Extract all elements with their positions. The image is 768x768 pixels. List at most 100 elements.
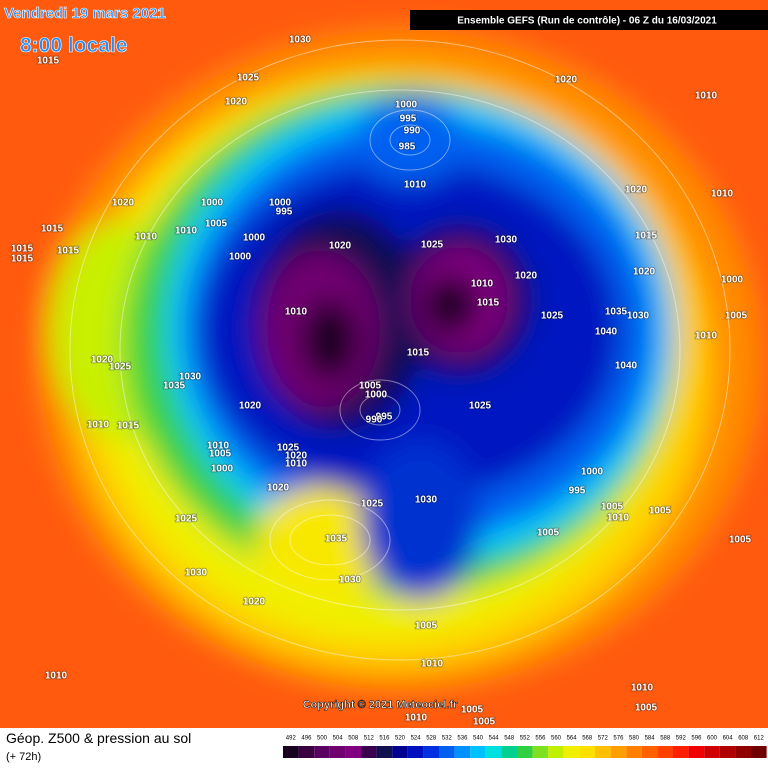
isobar-label: 1020 — [243, 597, 266, 608]
isobar-label: 1010 — [421, 659, 444, 670]
isobar-label: 1015 — [11, 254, 34, 265]
isobar-label: 1015 — [37, 56, 60, 67]
isobar-label: 990 — [366, 415, 383, 426]
isobar-label: 990 — [404, 126, 421, 137]
scale-swatch — [719, 746, 736, 758]
isobar-label: 1010 — [405, 713, 428, 724]
scale-label: 612 — [754, 736, 765, 742]
color-scale: 492 496 500 504 508 512 516 520 524 528 532 536 540 5… — [283, 736, 767, 758]
scale-label: 608 — [738, 736, 749, 742]
scale-label: 492 — [286, 736, 297, 742]
scale-swatch — [641, 746, 658, 758]
isobar-label: 1020 — [555, 75, 578, 86]
isobar-label: 1005 — [725, 311, 748, 322]
isobar-label: 1010 — [45, 671, 68, 682]
isobar-label: 1010 — [695, 91, 718, 102]
isobar-label: 1010 — [607, 513, 630, 524]
scale-label: 588 — [660, 736, 671, 742]
isobar-label: 1005 — [601, 502, 624, 513]
isobar-label: 1005 — [473, 717, 496, 728]
scale-swatch — [626, 746, 642, 758]
scale-swatch — [532, 746, 549, 758]
scale-swatch — [579, 746, 595, 758]
isobar-label: 1015 — [117, 421, 140, 432]
scale-label: 564 — [567, 736, 578, 742]
scale-label: 548 — [504, 736, 515, 742]
scale-swatch — [423, 746, 439, 758]
isobar-label: 995 — [276, 207, 293, 218]
isobar-label: 1030 — [415, 495, 438, 506]
isobar-label: 995 — [376, 412, 393, 423]
isobar-label: 1005 — [415, 621, 438, 632]
isobar-label: 1020 — [112, 198, 135, 209]
scale-label: 560 — [551, 736, 562, 742]
scale-swatch — [673, 746, 689, 758]
footer-title: Géop. Z500 & pression au sol — [6, 730, 191, 746]
isobar-label: 1010 — [285, 307, 308, 318]
scale-swatch — [485, 746, 502, 758]
isobar-label: 1010 — [471, 279, 494, 290]
scale-label: 496 — [301, 736, 312, 742]
scale-label: 528 — [426, 736, 437, 742]
scale-swatch — [439, 746, 455, 758]
scale-swatch — [470, 746, 486, 758]
scale-label: 600 — [707, 736, 718, 742]
isobar-label: 1020 — [625, 185, 648, 196]
run-banner — [410, 10, 768, 30]
isobar-lines — [69, 39, 731, 661]
isobar-label: 1040 — [615, 361, 638, 372]
isobar-label: 1030 — [627, 311, 650, 322]
isobar-label: 1000 — [243, 233, 266, 244]
isobar-label: 1010 — [135, 232, 158, 243]
scale-label: 500 — [317, 736, 328, 742]
scale-label: 604 — [723, 736, 734, 742]
scale-swatch — [454, 746, 471, 758]
isobar-label: 1040 — [595, 327, 618, 338]
scale-label: 536 — [457, 736, 468, 742]
scale-swatch — [548, 746, 564, 758]
isobar-label: 1010 — [695, 331, 718, 342]
isobar-label: 1000 — [395, 100, 418, 111]
isobar-label: 1000 — [581, 467, 604, 478]
scale-label: 508 — [348, 736, 359, 742]
isobar-label: 1005 — [537, 528, 560, 539]
copyright: Copyright © 2021 Meteociel.fr — [303, 699, 459, 711]
isobar-label: 985 — [399, 142, 416, 153]
scale-label: 512 — [364, 736, 375, 742]
scale-swatch — [283, 746, 299, 758]
isobar-label: 1015 — [57, 246, 80, 257]
scale-label: 532 — [442, 736, 453, 742]
isobar-label: 1015 — [41, 224, 64, 235]
isobar-label: 1025 — [277, 443, 300, 454]
scale-label: 516 — [379, 736, 390, 742]
isobar-label: 1020 — [225, 97, 248, 108]
scale-label: 540 — [473, 736, 484, 742]
isobar-label: 1010 — [711, 189, 734, 200]
isobar-label: 1000 — [269, 198, 292, 209]
scale-label: 552 — [520, 736, 531, 742]
scale-swatch — [361, 746, 377, 758]
scale-swatch — [688, 746, 705, 758]
isobar-label: 1010 — [87, 420, 110, 431]
scale-swatch — [657, 746, 673, 758]
isobar-label: 1030 — [339, 575, 362, 586]
scale-label: 576 — [613, 736, 624, 742]
isobar-label: 1030 — [495, 235, 518, 246]
isobar-label: 1010 — [631, 683, 654, 694]
scale-swatch — [314, 746, 330, 758]
scale-swatch — [610, 746, 627, 758]
isobar-label: 1015 — [477, 298, 500, 309]
scale-swatch — [407, 746, 424, 758]
isobar-label: 995 — [400, 114, 417, 125]
isobar-label: 1005 — [205, 219, 228, 230]
scale-swatch — [563, 746, 580, 758]
isobar-label: 1010 — [175, 226, 198, 237]
isobar-label: 1025 — [421, 240, 444, 251]
scale-swatch — [298, 746, 315, 758]
scale-swatch — [751, 746, 767, 758]
scale-label: 556 — [535, 736, 546, 742]
isobar-label: 995 — [569, 486, 586, 497]
